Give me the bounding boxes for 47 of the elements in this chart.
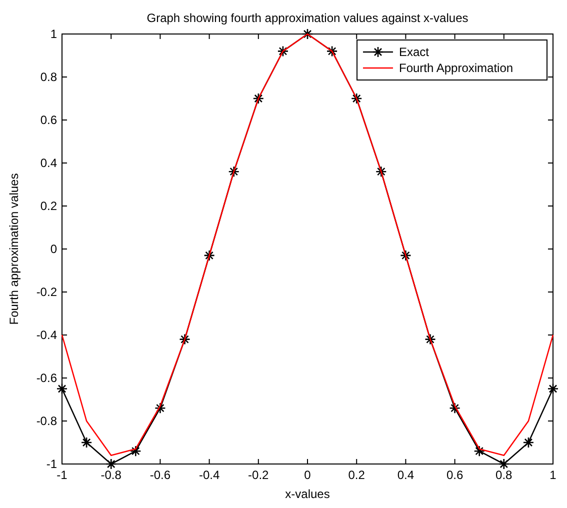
y-tick-label: 0	[50, 242, 58, 256]
y-tick-label: 0.6	[40, 113, 58, 127]
y-tick-label: 0.4	[40, 156, 58, 170]
point	[228, 166, 240, 178]
point	[424, 334, 436, 345]
y-tick-label: -0.6	[36, 371, 58, 385]
point	[498, 458, 510, 470]
point	[547, 383, 559, 394]
point	[350, 92, 362, 104]
x-tick-label: -0.8	[100, 468, 122, 482]
legend-label: Fourth Approximation	[399, 61, 514, 75]
point	[302, 28, 314, 40]
x-tick-label: 0.6	[446, 468, 464, 482]
point	[80, 436, 92, 448]
point	[326, 46, 338, 57]
x-tick-label: 0.2	[348, 468, 366, 482]
x-tick-label: -0.4	[198, 468, 220, 482]
point	[252, 92, 264, 104]
chart-title: Graph showing fourth approximation values against x-values	[146, 11, 468, 25]
x-tick-label: -0.6	[150, 468, 171, 482]
x-tick-label: 0	[304, 468, 312, 482]
point	[56, 383, 68, 394]
point	[376, 166, 387, 178]
y-tick-label: -0.8	[36, 414, 58, 428]
x-tick-label: 1	[550, 468, 557, 482]
x-tick-label: 0.8	[496, 468, 513, 482]
y-tick-label: -0.2	[36, 285, 58, 299]
y-tick-label: -0.4	[36, 328, 58, 342]
legend-label: Exact	[399, 45, 430, 59]
point	[105, 458, 117, 470]
point	[474, 445, 485, 457]
y-tick-label: -1	[46, 457, 58, 471]
y-tick-label: 1	[50, 27, 58, 41]
y-tick-label: 0.2	[40, 199, 58, 213]
point	[522, 436, 534, 448]
point	[400, 250, 412, 262]
x-axis-title: x-values	[285, 487, 330, 501]
x-tick-label: 0.4	[397, 468, 414, 482]
y-tick-label: 0.8	[40, 70, 58, 84]
point	[130, 445, 142, 457]
point	[204, 250, 215, 262]
point	[277, 46, 289, 57]
point	[154, 402, 166, 414]
point	[449, 402, 460, 414]
y-axis-title: Fourth approximation values	[7, 173, 21, 325]
x-tick-label: -0.2	[248, 468, 270, 482]
point	[179, 334, 190, 345]
